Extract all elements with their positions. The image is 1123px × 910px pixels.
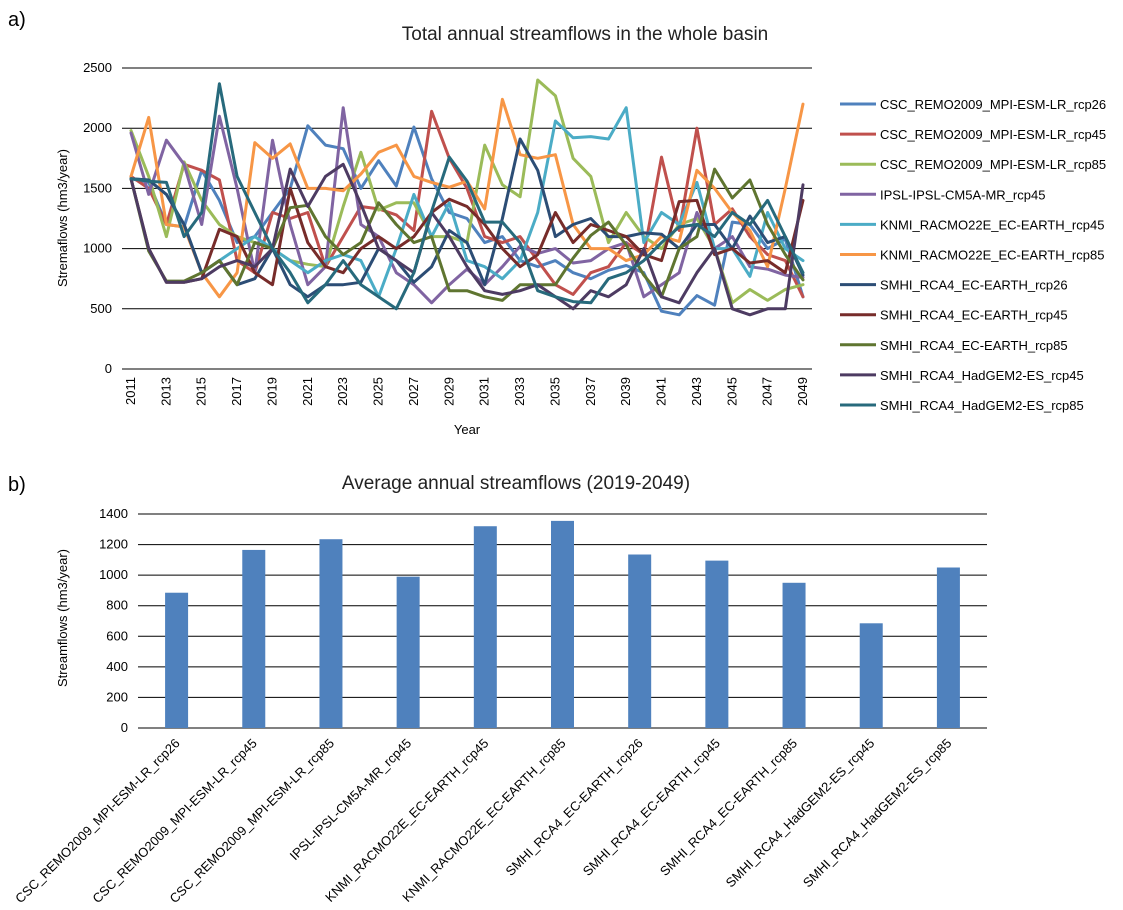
bar-category-label: CSC_REMO2009_MPI-ESM-LR_rcp85	[167, 736, 338, 907]
line-chart-x-tick-label: 2033	[512, 377, 527, 406]
bar-chart-y-tick-label: 800	[106, 598, 128, 613]
line-chart: Total annual streamflows in the whole ba…	[55, 24, 1106, 437]
line-chart-x-tick-label: 2039	[618, 377, 633, 406]
bar-category-label: CSC_REMO2009_MPI-ESM-LR_rcp26	[12, 736, 183, 907]
bar-chart-y-tick-label: 600	[106, 628, 128, 643]
line-chart-x-tick-label: 2023	[335, 377, 350, 406]
line-chart-x-tick-label: 2017	[229, 377, 244, 406]
line-chart-y-tick-label: 1500	[83, 180, 112, 195]
line-chart-x-tick-label: 2029	[441, 377, 456, 406]
legend-entry-label: SMHI_RCA4_HadGEM2-ES_rcp45	[880, 368, 1084, 383]
legend-entry-label: SMHI_RCA4_HadGEM2-ES_rcp85	[880, 398, 1084, 413]
line-chart-x-tick-label: 2041	[654, 377, 669, 406]
bar-CSC_REMO2009_MPI-ESM-LR_rcp26	[165, 592, 189, 728]
line-chart-x-tick-label: 2015	[194, 377, 209, 406]
line-chart-x-tick-label: 2031	[477, 377, 492, 406]
bar-category-label: KNMI_RACMO22E_EC-EARTH_rcp85	[399, 736, 568, 905]
line-chart-y-tick-label: 2500	[83, 60, 112, 75]
line-chart-title: Total annual streamflows in the whole ba…	[402, 24, 768, 45]
line-series-SMHI_RCA4_HadGEM2-ES_rcp45	[129, 162, 805, 317]
bar-chart-category-labels: CSC_REMO2009_MPI-ESM-LR_rcp26CSC_REMO200…	[12, 736, 954, 907]
line-chart-x-ticks: 2011 2013 2015 2017 2019 2021 2023 2025 2027 2029…	[123, 377, 810, 406]
line-chart-y-tick-label: 2000	[83, 120, 112, 135]
bar-chart-bars	[165, 520, 960, 728]
bar-CSC_REMO2009_MPI-ESM-LR_rcp85	[319, 539, 343, 728]
line-chart-legend: CSC_REMO2009_MPI-ESM-LR_rcp26 CSC_REMO200…	[840, 97, 1106, 413]
bar-category-label: KNMI_RACMO22E_EC-EARTH_rcp45	[322, 736, 491, 905]
line-chart-x-tick-label: 2045	[724, 377, 739, 406]
line-series-CSC_REMO2009_MPI-ESM-LR_rcp26	[129, 124, 805, 317]
bar-SMHI_RCA4_EC-EARTH_rcp85	[782, 582, 806, 728]
bar-SMHI_RCA4_EC-EARTH_rcp45	[705, 560, 729, 728]
line-series-CSC_REMO2009_MPI-ESM-LR_rcp45	[129, 109, 805, 299]
legend-entry-label: CSC_REMO2009_MPI-ESM-LR_rcp45	[880, 127, 1106, 142]
bar-chart-ylabel: Streamflows (hm3/year)	[55, 549, 70, 687]
legend-entry-label: IPSL-IPSL-CM5A-MR_rcp45	[880, 187, 1045, 202]
legend-entry-label: CSC_REMO2009_MPI-ESM-LR_rcp85	[880, 157, 1106, 172]
bar-SMHI_RCA4_HadGEM2-ES_rcp45	[859, 623, 883, 728]
bar-chart: Average annual streamflows (2019-2049) 0…	[12, 473, 987, 906]
bar-category-label: SMHI_RCA4_EC-EARTH_rcp45	[580, 736, 723, 879]
legend-entry-label: KNMI_RACMO22E_EC-EARTH_rcp85	[880, 248, 1104, 263]
line-chart-x-tick-label: 2021	[300, 377, 315, 406]
bar-KNMI_RACMO22E_EC-EARTH_rcp85	[551, 520, 574, 728]
bar-category-label: SMHI_RCA4_HadGEM2-ES_rcp45	[723, 736, 878, 891]
bar-SMHI_RCA4_EC-EARTH_rcp26	[628, 554, 652, 728]
legend-entry-label: SMHI_RCA4_EC-EARTH_rcp85	[880, 338, 1068, 353]
line-chart-x-tick-label: 2049	[795, 377, 810, 406]
line-series-SMHI_RCA4_HadGEM2-ES_rcp85	[129, 82, 805, 311]
bar-chart-y-tick-label: 0	[121, 720, 128, 735]
line-chart-x-tick-label: 2035	[547, 377, 562, 406]
line-chart-x-tick-label: 2027	[406, 377, 421, 406]
panel-label-a: a)	[8, 9, 26, 31]
legend-entry-label: SMHI_RCA4_EC-EARTH_rcp26	[880, 278, 1068, 293]
line-chart-y-tick-label: 1000	[83, 241, 112, 256]
bar-SMHI_RCA4_HadGEM2-ES_rcp85	[936, 567, 960, 728]
bar-category-label: SMHI_RCA4_HadGEM2-ES_rcp85	[800, 736, 955, 891]
line-chart-series	[129, 78, 805, 317]
line-chart-x-tick-label: 2019	[264, 377, 279, 406]
line-chart-x-tick-label: 2037	[583, 377, 598, 406]
line-chart-x-tick-label: 2013	[158, 377, 173, 406]
line-chart-y-tick-label: 500	[90, 301, 112, 316]
bar-category-label: SMHI_RCA4_EC-EARTH_rcp85	[657, 736, 800, 879]
line-chart-ylabel: Stremaflows (hm3/year)	[55, 149, 70, 287]
line-chart-y-ticks: 0 500 1000 1500 2000 2500	[83, 60, 112, 376]
bar-chart-y-tick-label: 1400	[99, 506, 128, 521]
bar-chart-title: Average annual streamflows (2019-2049)	[342, 473, 690, 494]
line-chart-x-tick-label: 2043	[689, 377, 704, 406]
line-chart-y-tick-label: 0	[105, 361, 112, 376]
line-series-SMHI_RCA4_EC-EARTH_rcp85	[129, 167, 805, 302]
bar-chart-y-tick-label: 400	[106, 659, 128, 674]
bar-category-label: CSC_REMO2009_MPI-ESM-LR_rcp45	[89, 736, 260, 907]
bar-IPSL-IPSL-CM5A-MR_rcp45	[396, 576, 420, 728]
bar-chart-y-tick-label: 1200	[99, 537, 128, 552]
line-series-SMHI_RCA4_EC-EARTH_rcp45	[129, 177, 805, 287]
line-chart-xlabel: Year	[454, 422, 481, 437]
panel-label-b: b)	[8, 474, 26, 496]
legend-entry-label: CSC_REMO2009_MPI-ESM-LR_rcp26	[880, 97, 1106, 112]
bar-KNMI_RACMO22E_EC-EARTH_rcp45	[473, 526, 497, 728]
legend-entry-label: KNMI_RACMO22E_EC-EARTH_rcp45	[880, 217, 1104, 232]
legend-entry-label: SMHI_RCA4_EC-EARTH_rcp45	[880, 308, 1068, 323]
bar-category-label: SMHI_RCA4_EC-EARTH_rcp26	[503, 736, 646, 879]
bar-category-label: IPSL-IPSL-CM5A-MR_rcp45	[287, 736, 415, 864]
line-series-SMHI_RCA4_EC-EARTH_rcp26	[129, 137, 805, 299]
bar-chart-y-ticks: 0 200 400 600 800 1000 1200 1400	[99, 506, 128, 735]
bar-chart-y-tick-label: 1000	[99, 567, 128, 582]
line-chart-x-tick-label: 2011	[123, 377, 138, 405]
line-chart-x-tick-label: 2025	[371, 377, 386, 406]
bar-CSC_REMO2009_MPI-ESM-LR_rcp45	[242, 549, 266, 728]
line-chart-x-tick-label: 2047	[760, 377, 775, 406]
bar-chart-y-tick-label: 200	[106, 689, 128, 704]
